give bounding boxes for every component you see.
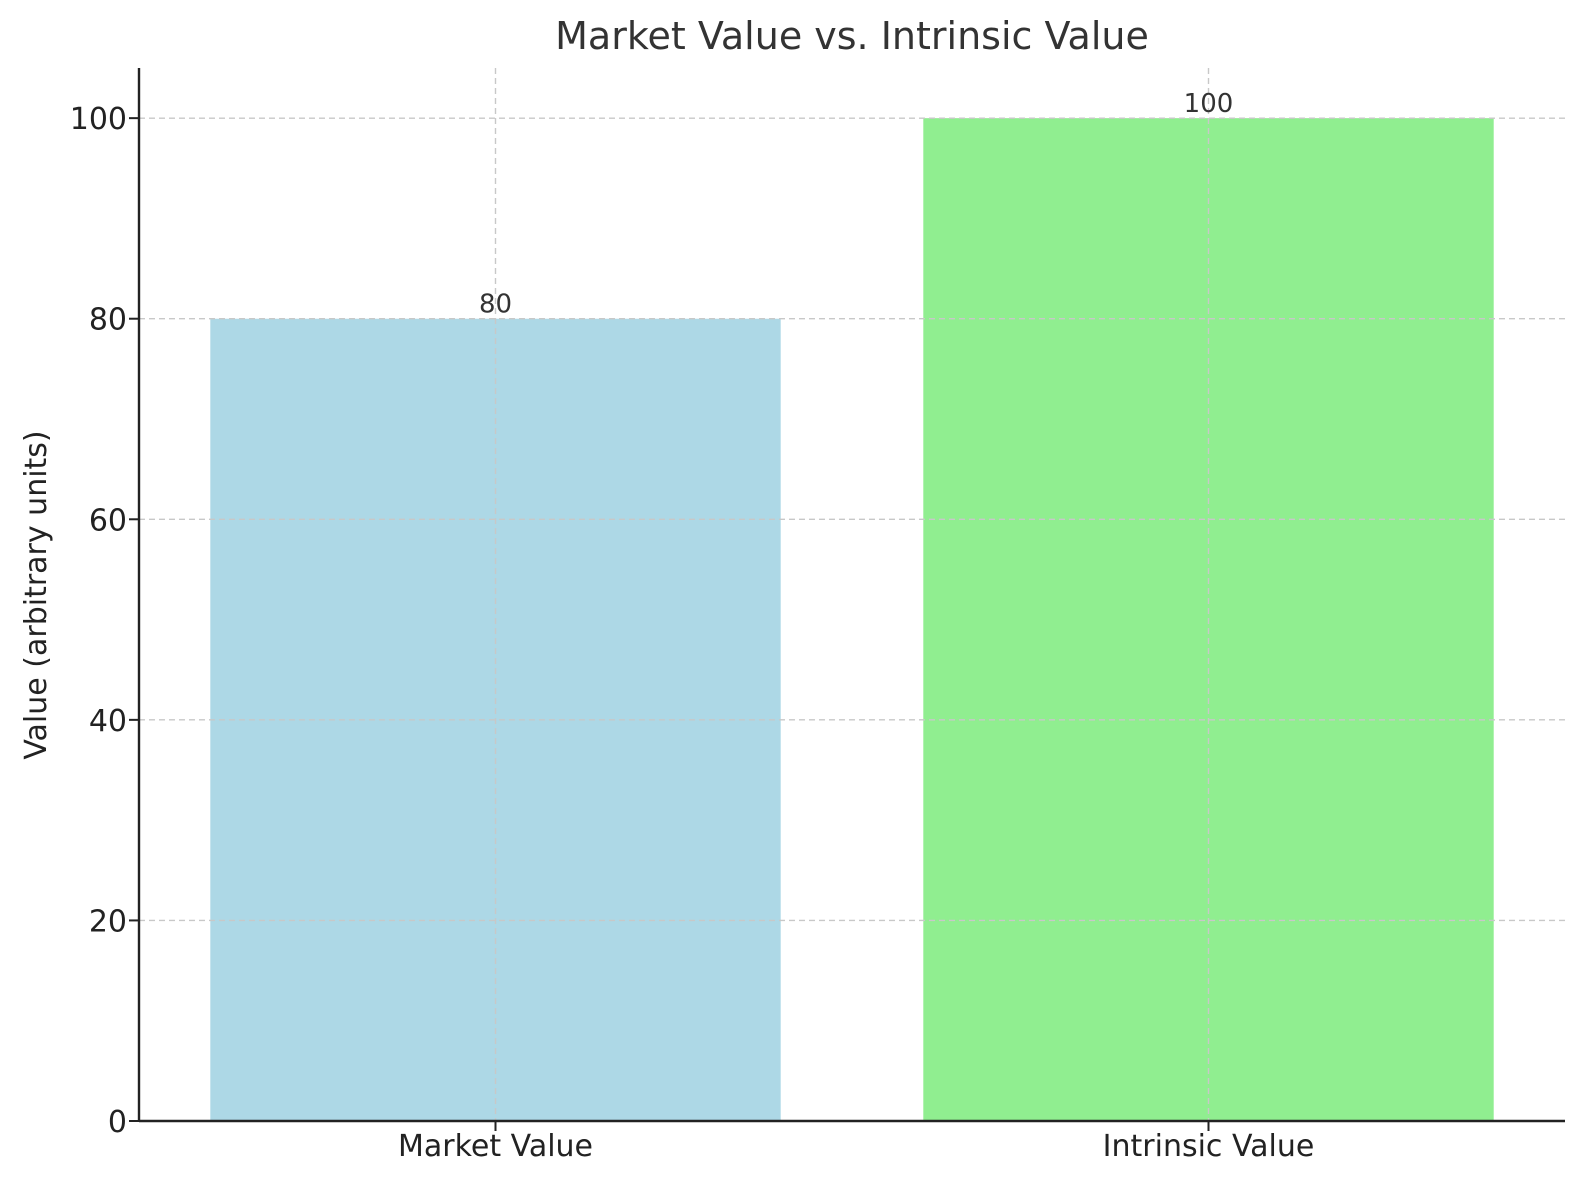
- chart-title: Market Value vs. Intrinsic Value: [555, 14, 1149, 58]
- y-tick-label-80: 80: [89, 303, 127, 338]
- y-tick-label-20: 20: [89, 904, 127, 939]
- data-label-market-value: 80: [479, 290, 512, 320]
- data-label-intrinsic-value: 100: [1184, 89, 1234, 119]
- y-tick-label-60: 60: [89, 503, 127, 538]
- y-tick-label-0: 0: [108, 1105, 127, 1140]
- y-axis-label: Value (arbitrary units): [19, 430, 54, 759]
- x-tick-label-intrinsic-value: Intrinsic Value: [1103, 1129, 1315, 1164]
- y-tick-label-40: 40: [89, 704, 127, 739]
- x-tick-label-market-value: Market Value: [398, 1129, 593, 1164]
- y-tick-label-100: 100: [70, 102, 127, 137]
- plot-area: 0 20 40 60 80 100 Market Value Intrinsic Value 8…: [70, 68, 1565, 1164]
